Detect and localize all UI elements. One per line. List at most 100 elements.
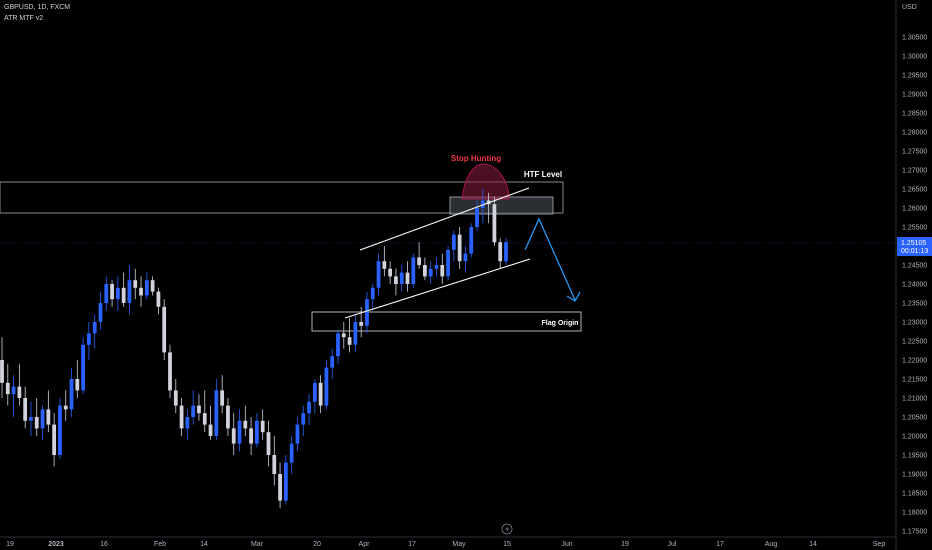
candle-body	[179, 405, 184, 429]
time-tick-label: 17	[408, 541, 416, 548]
candle-body	[359, 322, 364, 326]
projection-arrow-head	[566, 291, 581, 302]
candle-body	[301, 413, 306, 425]
flag-origin-zone[interactable]	[311, 311, 582, 332]
price-tick-label: 1.23500	[902, 301, 927, 308]
candle-body	[208, 424, 213, 436]
candle-body	[324, 367, 329, 406]
time-tick-label: 2023	[48, 541, 64, 548]
candle-body	[11, 386, 16, 395]
candle-body	[336, 333, 340, 357]
time-tick-label: 19	[621, 541, 629, 548]
price-tick-label: 1.20500	[902, 415, 927, 422]
candle-body	[330, 356, 335, 368]
projection-arrow[interactable]	[524, 217, 576, 301]
htf-level-label: HTF Level	[524, 170, 562, 179]
time-scale[interactable]: 19 2023 16 Feb 14 Mar 20 Apr 17 May 15 Jun 19 Jul 17 Au…	[0, 536, 896, 548]
price-tick-label: 1.22500	[902, 339, 927, 346]
time-tick-label: Jul	[668, 541, 677, 548]
stop-hunting-highlight	[461, 163, 510, 200]
candle-body	[17, 386, 22, 398]
candle-body	[272, 455, 277, 474]
price-tick-label: 1.18000	[902, 510, 927, 517]
lightning-icon[interactable]	[501, 523, 513, 535]
price-tick-label: 1.28500	[902, 111, 927, 118]
candle-body	[173, 390, 178, 406]
time-labels: 19 2023 16 Feb 14 Mar 20 Apr 17 May 15 Jun 19 Jul 17 Au…	[6, 541, 885, 548]
candle-body	[40, 409, 45, 429]
candle-body	[81, 344, 85, 391]
htf-level-zone[interactable]	[0, 181, 564, 214]
currency-label: USD	[902, 4, 917, 11]
price-tick-label: 1.30500	[902, 35, 927, 42]
candle-body	[127, 280, 132, 303]
candle-body	[353, 322, 358, 345]
candle-body	[434, 265, 439, 269]
candle-body	[399, 272, 404, 284]
price-tick-label: 1.27500	[902, 149, 927, 156]
candle-body	[370, 287, 375, 300]
candles-group	[0, 189, 508, 509]
candle-body	[58, 405, 62, 455]
candle-body	[278, 474, 282, 501]
time-tick-label: 19	[6, 541, 14, 548]
time-tick-label: 17	[716, 541, 724, 548]
candle-body	[87, 333, 91, 345]
candle-body	[428, 268, 433, 277]
flag-origin-label: Flag Origin	[542, 320, 579, 327]
price-tick-label: 1.24500	[902, 263, 927, 270]
candle-body	[475, 208, 479, 227]
price-tick-label: 1.22000	[902, 358, 927, 365]
candle-body	[249, 428, 253, 444]
price-tick-label: 1.19500	[902, 453, 927, 460]
candle-body	[318, 382, 323, 406]
candle-body	[480, 200, 485, 208]
candle-body	[243, 420, 248, 429]
candle-body	[92, 322, 97, 334]
candle-body	[266, 432, 271, 455]
candle-body	[191, 405, 196, 417]
current-price-value: 1.25105	[901, 240, 926, 247]
candle-body	[312, 382, 317, 402]
candle-body	[46, 409, 51, 425]
candle-body	[289, 443, 294, 463]
channel-lower-line[interactable]	[344, 258, 531, 319]
candle-body	[121, 287, 126, 303]
price-tick-label: 1.24000	[902, 282, 927, 289]
time-tick-label: 16	[100, 541, 108, 548]
candle-body	[283, 462, 288, 501]
candle-body	[0, 360, 4, 383]
candle-body	[237, 420, 242, 444]
candle-body	[446, 249, 450, 277]
indicator-title[interactable]: ATR MTF v2	[4, 15, 44, 22]
price-tick-label: 1.21000	[902, 396, 927, 403]
candle-body	[376, 261, 381, 288]
symbol-title[interactable]: GBPUSD, 1D, FXCM	[4, 4, 71, 11]
candle-body	[220, 390, 225, 406]
price-scale[interactable]: USD 1.30500 1.30000 1.29500 1.29000 1.28500 1…	[895, 0, 932, 550]
time-tick-label: Sep	[873, 541, 886, 548]
candle-body	[185, 417, 190, 429]
candle-body	[98, 303, 103, 322]
candle-body	[104, 284, 109, 303]
price-tick-label: 1.27000	[902, 168, 927, 175]
candle-body	[63, 405, 68, 410]
candle-body	[498, 242, 503, 262]
price-tick-label: 1.29500	[902, 73, 927, 80]
current-price-badge[interactable]	[897, 237, 932, 256]
candle-body	[150, 280, 155, 292]
time-tick-label: 14	[809, 541, 817, 548]
candle-body	[69, 379, 74, 410]
price-tick-label: 1.26000	[902, 206, 927, 213]
channel-upper-line[interactable]	[359, 187, 530, 251]
candle-body	[451, 234, 456, 250]
candle-body	[440, 265, 445, 277]
stop-hunting-label: Stop Hunting	[451, 154, 501, 163]
price-tick-label: 1.21500	[902, 377, 927, 384]
candle-body	[365, 299, 369, 326]
candle-body	[388, 268, 393, 277]
candle-body	[162, 306, 167, 353]
candle-body	[5, 382, 10, 395]
